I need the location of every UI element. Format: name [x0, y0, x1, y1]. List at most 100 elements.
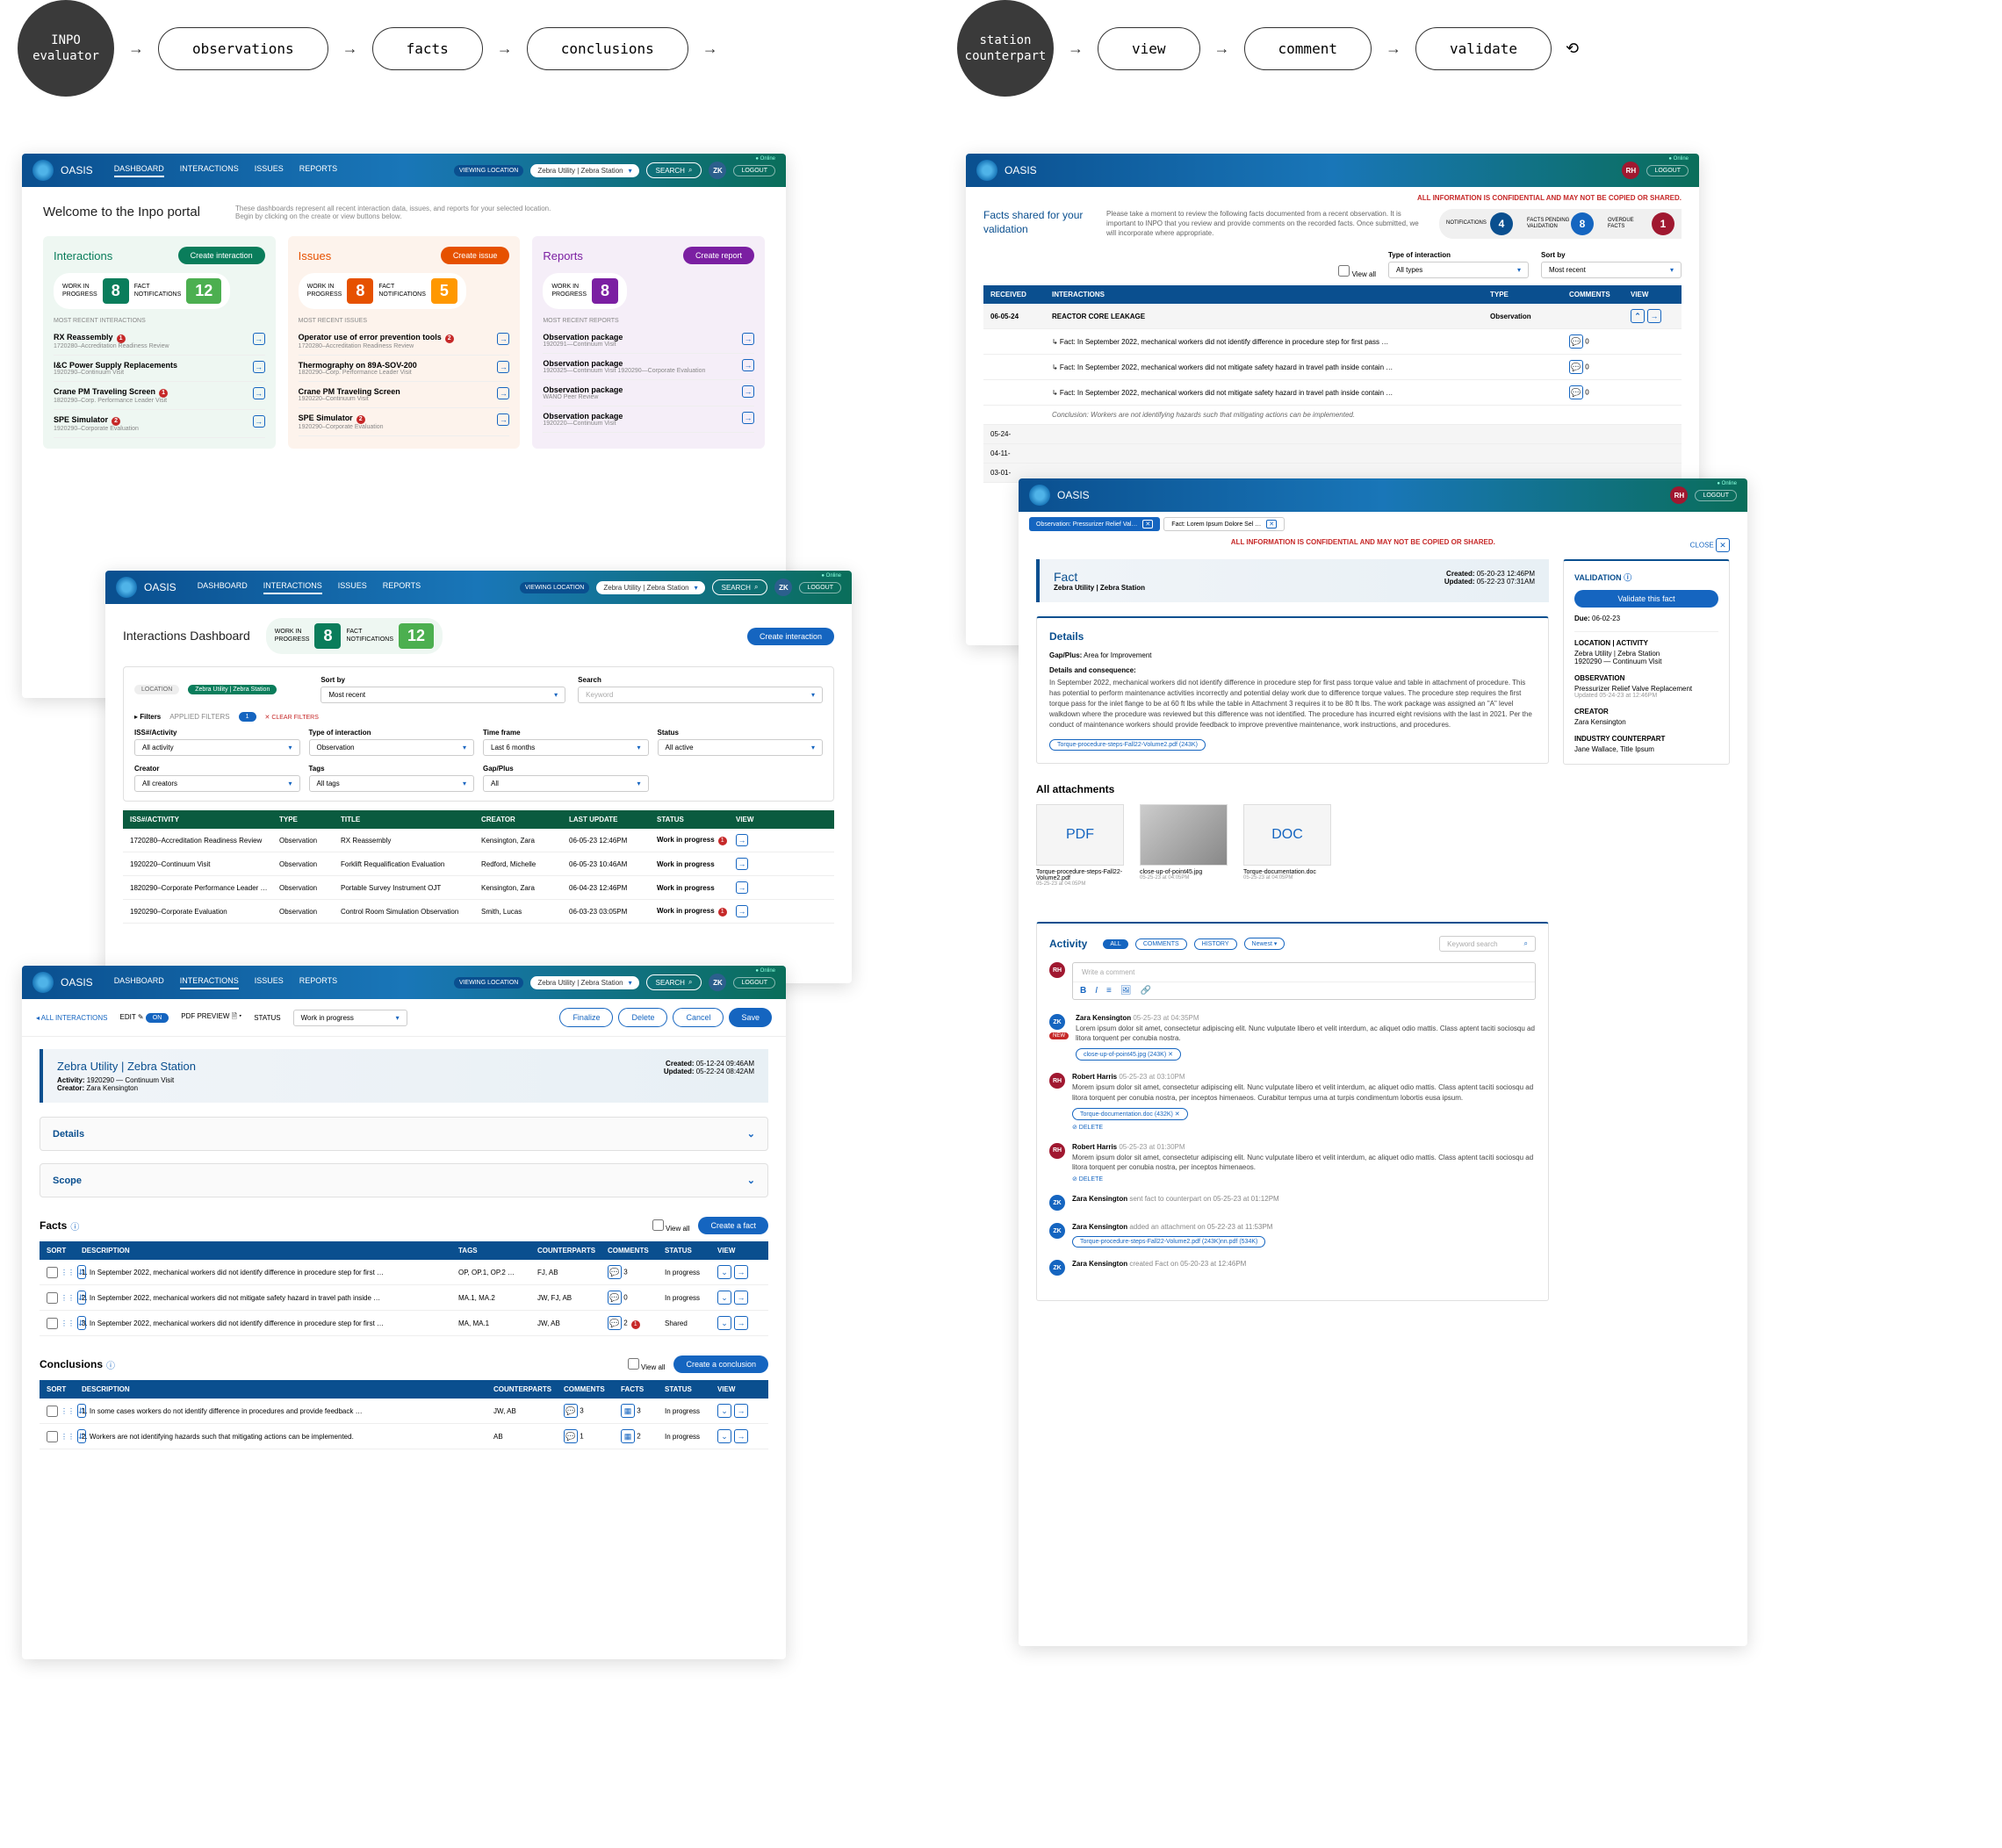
drag-icon[interactable]: ⋮⋮ — [61, 1407, 75, 1415]
list-item[interactable]: Thermography on 89A-SOV-2001820290–Corp.… — [299, 356, 510, 382]
comment-icon[interactable]: 💬 — [608, 1291, 622, 1305]
create-fact-button[interactable]: Create a fact — [698, 1217, 768, 1234]
facts-icon[interactable]: ▦ — [621, 1429, 635, 1443]
open-icon[interactable]: → — [734, 1404, 748, 1418]
open-icon[interactable]: → — [497, 387, 509, 399]
table-row[interactable]: 1920290–Corporate EvaluationObservationC… — [123, 900, 834, 924]
create-button[interactable]: Create report — [683, 247, 754, 264]
open-icon[interactable]: → — [734, 1316, 748, 1330]
expand-icon[interactable]: ⌄ — [717, 1429, 731, 1443]
comment-icon[interactable]: 💬 — [608, 1265, 622, 1279]
tab-observation[interactable]: Observation: Pressurizer Relief Val…✕ — [1029, 517, 1160, 531]
list-item[interactable]: Observation package1920325—Continuum Vis… — [543, 354, 754, 380]
conclusion-row[interactable]: ⋮⋮⇵1. In some cases workers do not ident… — [40, 1399, 768, 1424]
attachment-item[interactable]: PDFTorque-procedure-steps-Fall22-Volume2… — [1036, 804, 1124, 887]
row-checkbox[interactable] — [47, 1318, 58, 1329]
list-item[interactable]: RX Reassembly11720280–Accreditation Read… — [54, 327, 265, 356]
list-item[interactable]: Operator use of error prevention tools21… — [299, 327, 510, 356]
attachment-chip[interactable]: Torque-procedure-steps-Fall22-Volume2.pd… — [1049, 739, 1206, 751]
open-icon[interactable]: → — [734, 1429, 748, 1443]
tab-issues[interactable]: ISSUES — [255, 164, 284, 177]
list-item[interactable]: Observation package1920291—Continuum Vis… — [543, 327, 754, 354]
details-panel[interactable]: Details⌄ — [40, 1117, 768, 1151]
facts-icon[interactable]: ▦ — [621, 1404, 635, 1418]
open-icon[interactable]: → — [1647, 309, 1661, 323]
logout-button[interactable]: LOGOUT — [799, 582, 841, 593]
image-icon[interactable]: 🖼 — [1120, 986, 1132, 996]
list-icon[interactable]: ≡ — [1106, 986, 1112, 996]
search-button[interactable]: SEARCH⌕ — [646, 162, 702, 178]
avatar[interactable]: RH — [1622, 162, 1639, 179]
pdf-preview[interactable]: PDF PREVIEW 🗎 ▾ — [181, 1011, 241, 1024]
list-item[interactable]: Crane PM Traveling Screen1920220–Continu… — [299, 382, 510, 408]
comment-icon[interactable]: 💬 — [1569, 360, 1583, 374]
tab-dashboard[interactable]: DASHBOARD — [114, 976, 164, 989]
row-checkbox[interactable] — [47, 1406, 58, 1417]
open-icon[interactable]: → — [734, 1291, 748, 1305]
comment-icon[interactable]: 💬 — [564, 1429, 578, 1443]
open-icon[interactable]: → — [734, 1265, 748, 1279]
tab-fact[interactable]: Fact: Lorem Ipsum Dolore Sel …✕ — [1163, 517, 1285, 531]
fact-row[interactable]: ⋮⋮⇵2. In September 2022, mechanical work… — [40, 1285, 768, 1311]
attachment-chip[interactable]: Torque-procedure-steps-Fall22-Volume2.pd… — [1072, 1236, 1265, 1248]
location-selector[interactable]: Zebra Utility | Zebra Station▾ — [530, 976, 638, 989]
avatar[interactable]: ZK — [709, 974, 726, 991]
comment-icon[interactable]: 💬 — [1569, 334, 1583, 349]
list-item[interactable]: Observation packageWANO Peer Review→ — [543, 380, 754, 406]
validate-button[interactable]: Validate this fact — [1574, 590, 1718, 608]
activity-search[interactable]: Keyword search⌕ — [1439, 936, 1536, 952]
tab-dashboard[interactable]: DASHBOARD — [198, 581, 248, 594]
create-button[interactable]: Create issue — [441, 247, 510, 264]
open-icon[interactable]: → — [497, 413, 509, 426]
activity-tab-all[interactable]: ALL — [1103, 939, 1127, 949]
filter-select[interactable]: Observation — [309, 739, 475, 756]
open-icon[interactable]: → — [742, 385, 754, 398]
row-checkbox[interactable] — [47, 1292, 58, 1304]
open-icon[interactable]: → — [497, 361, 509, 373]
create-conclusion-button[interactable]: Create a conclusion — [673, 1355, 768, 1373]
cancel-button[interactable]: Cancel — [673, 1008, 724, 1027]
scope-panel[interactable]: Scope⌄ — [40, 1163, 768, 1197]
attachment-item[interactable]: close-up-of-point45.jpg05-25-23 at 04:05… — [1140, 804, 1228, 887]
filter-select[interactable]: All activity — [134, 739, 300, 756]
drag-icon[interactable]: ⋮⋮ — [61, 1269, 75, 1276]
tab-reports[interactable]: REPORTS — [299, 976, 337, 989]
filter-select[interactable]: All active — [658, 739, 824, 756]
tab-interactions[interactable]: INTERACTIONS — [263, 581, 322, 594]
expand-icon[interactable]: ⌄ — [717, 1291, 731, 1305]
italic-icon[interactable]: I — [1095, 986, 1098, 996]
collapsed-row[interactable]: 04-11- — [983, 444, 1682, 464]
tab-issues[interactable]: ISSUES — [338, 581, 367, 594]
activity-sort[interactable]: Newest ▾ — [1244, 938, 1285, 950]
location-selector[interactable]: Zebra Utility | Zebra Station▾ — [530, 164, 638, 177]
tab-interactions[interactable]: INTERACTIONS — [180, 164, 239, 177]
open-icon[interactable]: → — [253, 361, 265, 373]
open-icon[interactable]: → — [736, 881, 748, 894]
comment-icon[interactable]: 💬 — [608, 1316, 622, 1330]
clear-filters[interactable]: ✕ CLEAR FILTERS — [265, 714, 319, 721]
search-button[interactable]: SEARCH⌕ — [646, 974, 702, 990]
close-icon[interactable]: ✕ — [1142, 520, 1153, 529]
list-item[interactable]: Observation package1920220—Continuum Vis… — [543, 406, 754, 433]
avatar[interactable]: RH — [1670, 486, 1688, 504]
viewall-checkbox[interactable] — [1338, 265, 1350, 277]
table-row[interactable]: 1820290–Corporate Performance Leader …Ob… — [123, 876, 834, 900]
delete-link[interactable]: ⊘ DELETE — [1072, 1124, 1536, 1131]
comment-icon[interactable]: 💬 — [564, 1404, 578, 1418]
type-select[interactable]: All types — [1388, 262, 1529, 278]
open-icon[interactable]: → — [742, 333, 754, 345]
status-select[interactable]: Work in progress — [293, 1010, 407, 1026]
open-icon[interactable]: → — [497, 333, 509, 345]
viewall-checkbox[interactable] — [652, 1219, 664, 1231]
search-input[interactable]: Keyword — [578, 687, 823, 703]
viewall-checkbox[interactable] — [628, 1358, 639, 1370]
filter-select[interactable]: All — [483, 775, 649, 792]
logout-button[interactable]: LOGOUT — [1646, 165, 1689, 176]
tab-issues[interactable]: ISSUES — [255, 976, 284, 989]
list-item[interactable]: Crane PM Traveling Screen11820290–Corp. … — [54, 382, 265, 410]
open-icon[interactable]: → — [742, 412, 754, 424]
activity-tab-history[interactable]: HISTORY — [1194, 938, 1237, 950]
save-button[interactable]: Save — [729, 1008, 772, 1027]
open-icon[interactable]: → — [736, 858, 748, 870]
drag-icon[interactable]: ⋮⋮ — [61, 1294, 75, 1302]
